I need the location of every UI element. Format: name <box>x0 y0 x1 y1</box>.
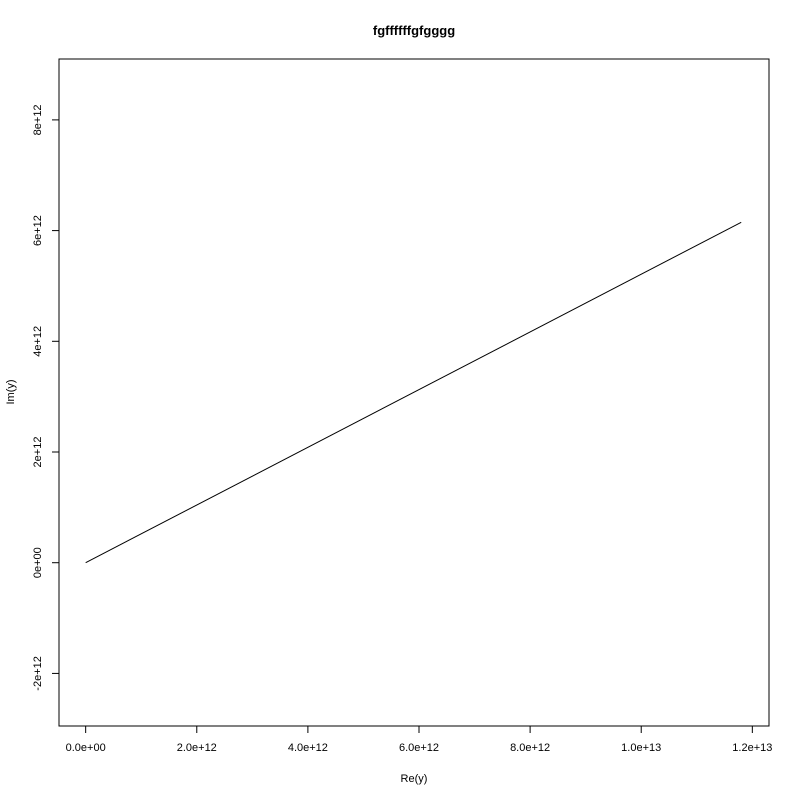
x-tick-label: 1.2e+13 <box>732 742 772 754</box>
x-axis: 0.0e+00 2.0e+12 4.0e+12 6.0e+12 8.0e+12 1.0e+… <box>66 725 772 754</box>
x-tick-label: 4.0e+12 <box>288 742 328 754</box>
chart-title: fgffffffgfgggg <box>373 23 455 38</box>
series-line <box>85 221 742 564</box>
x-tick-label: 8.0e+12 <box>510 742 550 754</box>
y-tick-label: 4e+12 <box>32 326 44 357</box>
x-tick-label: 6.0e+12 <box>399 742 439 754</box>
y-tick-label: 8e+12 <box>32 104 44 135</box>
y-tick-label: 2e+12 <box>32 437 44 468</box>
x-tick-label: 1.0e+13 <box>621 742 661 754</box>
x-tick-label: 0.0e+00 <box>66 742 106 754</box>
y-tick-label: 0e+00 <box>32 547 44 578</box>
series-layer <box>85 221 742 564</box>
x-tick-label: 2.0e+12 <box>177 742 217 754</box>
x-axis-label: Re(y) <box>401 773 428 785</box>
y-axis-label: Im(y) <box>5 379 17 404</box>
y-axis: -2e+12 0e+00 2e+12 4e+12 6e+12 8e+12 <box>32 104 60 691</box>
y-tick-label: 6e+12 <box>32 215 44 246</box>
y-tick-label: -2e+12 <box>32 656 44 691</box>
